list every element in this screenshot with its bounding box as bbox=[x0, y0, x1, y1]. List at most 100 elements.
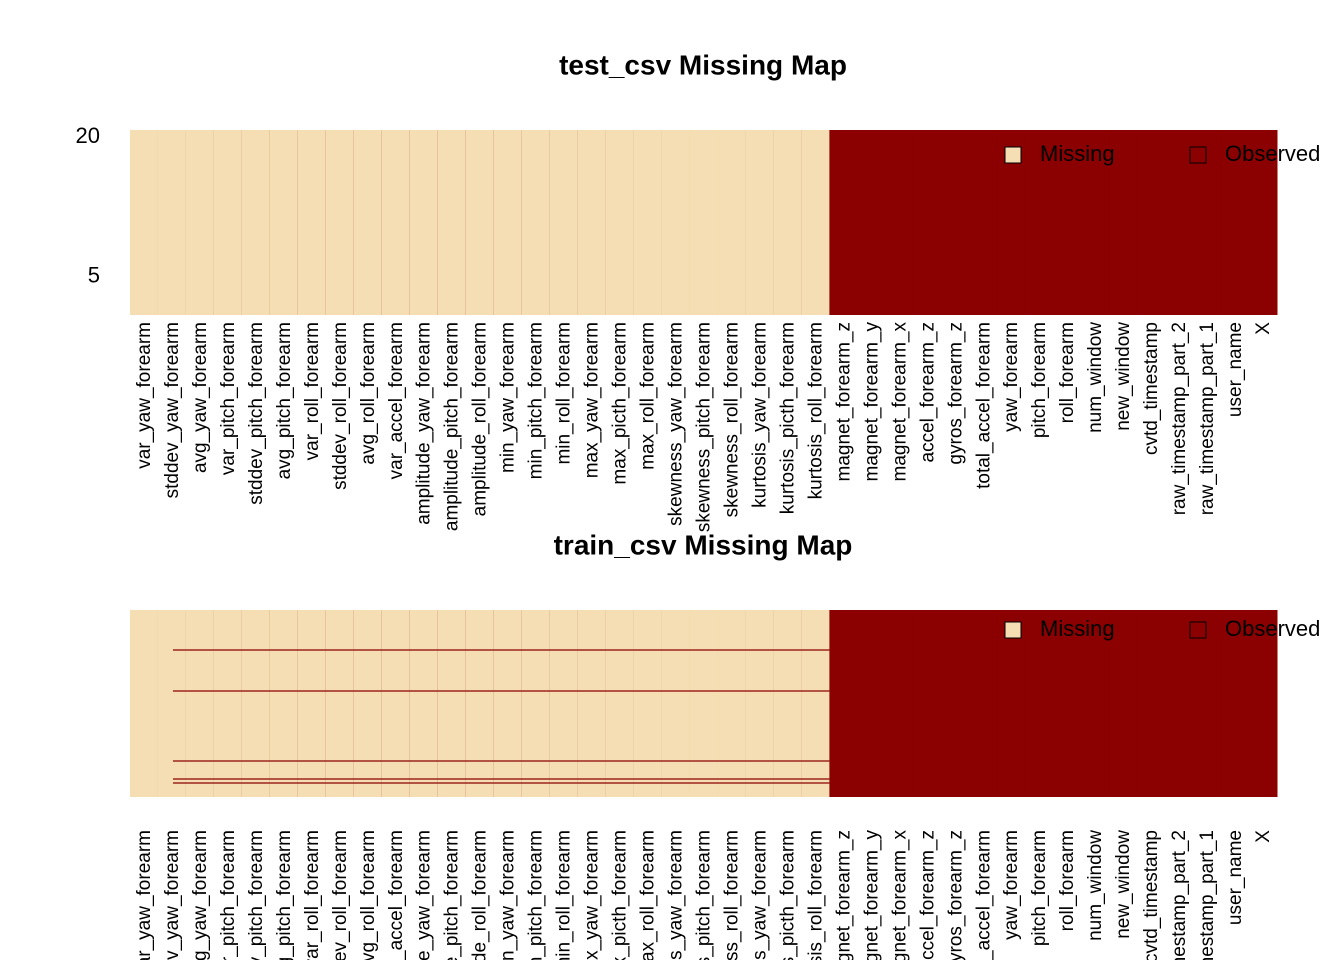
column-label: var_accel_forearm bbox=[386, 322, 407, 479]
missing-cell bbox=[633, 130, 663, 315]
column-label: magnet_forearm_y bbox=[861, 322, 882, 482]
column-label: var_roll_forearm bbox=[302, 322, 323, 460]
missing-cell bbox=[185, 130, 215, 315]
chart-title: test_csv Missing Map bbox=[559, 49, 847, 80]
column-label: gyros_forearm_z bbox=[945, 830, 966, 960]
column-label: kurtosis_yaw_forearm bbox=[749, 322, 770, 508]
missing-cell bbox=[381, 610, 411, 797]
column-label: yaw_forearm bbox=[1001, 322, 1022, 432]
column-label: min_roll_forearm bbox=[554, 322, 575, 465]
column-label: raw_timestamp_part_2 bbox=[1169, 830, 1190, 960]
y-tick-label: 20 bbox=[76, 123, 100, 148]
observed-cell bbox=[1025, 610, 1054, 797]
missing-cell bbox=[130, 130, 159, 315]
legend-label: Observed bbox=[1225, 616, 1320, 641]
missing-cell bbox=[717, 610, 746, 797]
column-label: gyros_forearm_z bbox=[945, 322, 966, 465]
column-label: num_window bbox=[1085, 322, 1106, 433]
column-label: skewness_yaw_forearm bbox=[666, 322, 687, 526]
legend-label: Missing bbox=[1040, 141, 1115, 166]
missing-cell bbox=[465, 130, 495, 315]
column-label: raw_timestamp_part_1 bbox=[1197, 830, 1218, 960]
column-label: skewness_roll_forearm bbox=[721, 830, 742, 960]
observed-cell bbox=[969, 610, 998, 797]
missing-cell bbox=[297, 130, 327, 315]
missing-cell bbox=[409, 130, 439, 315]
column-label: var_pitch_forearm bbox=[218, 830, 239, 960]
missing-cell bbox=[745, 130, 774, 315]
missing-cell bbox=[269, 130, 299, 315]
column-label: max_picth_forearm bbox=[610, 322, 631, 485]
column-label: var_yaw_forearm bbox=[134, 830, 155, 960]
observed-cell bbox=[941, 130, 970, 315]
observed-cell bbox=[1053, 610, 1082, 797]
observed-cell bbox=[1137, 610, 1166, 797]
observed-cell bbox=[969, 130, 998, 315]
column-label: magnet_forearm_x bbox=[889, 830, 910, 960]
column-label: max_yaw_forearm bbox=[582, 322, 603, 478]
missing-cell bbox=[745, 610, 774, 797]
missing-cell bbox=[549, 610, 579, 797]
column-label: total_accel_forearm bbox=[973, 322, 994, 489]
missing-cell bbox=[241, 130, 271, 315]
column-label: avg_yaw_forearm bbox=[190, 322, 211, 473]
missing-cell bbox=[213, 610, 243, 797]
observed-cell bbox=[857, 130, 886, 315]
legend-label: Missing bbox=[1040, 616, 1115, 641]
missing-cell bbox=[689, 610, 718, 797]
missing-cell bbox=[353, 130, 383, 315]
missing-cell bbox=[297, 610, 327, 797]
column-label: X bbox=[1253, 322, 1274, 335]
column-label: amplitude_yaw_forearm bbox=[414, 830, 435, 960]
column-label: kurtosis_roll_forearm bbox=[805, 322, 826, 499]
observed-cell bbox=[1193, 610, 1222, 797]
missing-cell bbox=[353, 610, 383, 797]
column-label: roll_forearm bbox=[1057, 322, 1078, 423]
column-label: roll_forearm bbox=[1057, 830, 1078, 931]
column-label: new_window bbox=[1113, 322, 1134, 431]
observed-cell bbox=[1221, 130, 1250, 315]
column-label: amplitude_pitch_forearm bbox=[442, 830, 463, 960]
column-label: user_name bbox=[1225, 830, 1246, 925]
observed-cell bbox=[1249, 610, 1278, 797]
column-label: skewness_pitch_forearm bbox=[694, 830, 715, 960]
missing-cell bbox=[437, 130, 467, 315]
observed-cell bbox=[1137, 130, 1166, 315]
column-label: accel_forearm_z bbox=[917, 322, 938, 462]
column-label: min_yaw_forearm bbox=[498, 322, 519, 473]
column-label: magnet_forearm_z bbox=[833, 322, 854, 481]
column-label: stddev_yaw_forearm bbox=[162, 322, 183, 498]
observed-cell bbox=[1053, 130, 1082, 315]
observed-cell bbox=[1109, 130, 1138, 315]
missing-cell bbox=[269, 610, 299, 797]
missing-cell bbox=[605, 610, 635, 797]
column-label: stddev_pitch_forearm bbox=[246, 322, 267, 505]
missing-cell bbox=[381, 130, 411, 315]
missing-cell bbox=[549, 130, 579, 315]
column-label: cvtd_timestamp bbox=[1141, 322, 1162, 455]
column-label: X bbox=[1253, 830, 1274, 843]
column-label: var_accel_forearm bbox=[386, 830, 407, 960]
column-label: magnet_forearm_z bbox=[833, 830, 854, 960]
observed-cell bbox=[997, 610, 1026, 797]
column-label: max_roll_forearm bbox=[638, 830, 659, 960]
column-label: avg_pitch_forearm bbox=[274, 830, 295, 960]
missing-cell bbox=[185, 610, 215, 797]
column-label: var_roll_forearm bbox=[302, 830, 323, 960]
column-label: yaw_forearm bbox=[1001, 830, 1022, 940]
observed-cell bbox=[857, 610, 886, 797]
column-label: min_pitch_forearm bbox=[526, 322, 547, 479]
missing-cell bbox=[213, 130, 243, 315]
observed-cell bbox=[1165, 130, 1194, 315]
column-label: min_roll_forearm bbox=[554, 830, 575, 960]
column-label: kurtosis_roll_forearm bbox=[805, 830, 826, 960]
missing-cell bbox=[605, 130, 635, 315]
missing-cell bbox=[241, 610, 271, 797]
column-label: kurtosis_picth_forearm bbox=[777, 830, 798, 960]
column-label: new_window bbox=[1113, 830, 1134, 939]
missing-cell bbox=[409, 610, 439, 797]
column-label: pitch_forearm bbox=[1029, 830, 1050, 946]
missing-cell bbox=[577, 130, 607, 315]
observed-cell bbox=[941, 610, 970, 797]
observed-cell bbox=[885, 130, 914, 315]
